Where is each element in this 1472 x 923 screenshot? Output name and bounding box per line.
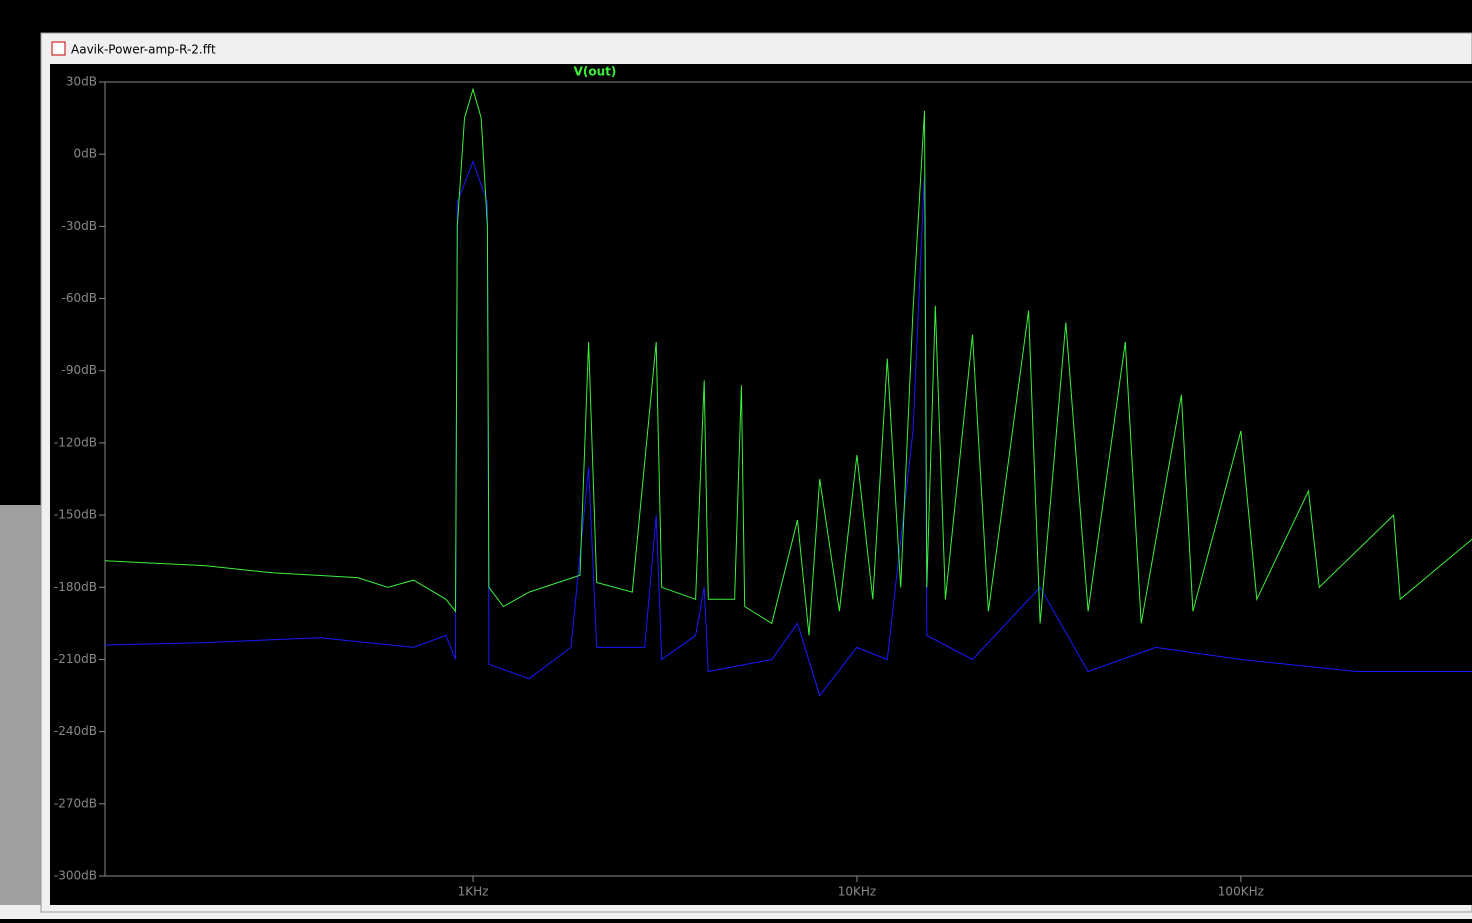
y-tick-label: -150dB [54,508,97,522]
x-tick-label: 100KHz [1218,885,1264,899]
y-tick-label: 30dB [66,75,97,89]
y-tick-label: -120dB [54,435,97,449]
x-tick-label: 10KHz [838,885,876,899]
y-tick-label: -30dB [62,219,97,233]
legend-entry: V(out) [574,65,617,79]
y-tick-label: -300dB [54,869,97,883]
y-tick-label: -270dB [54,796,97,810]
y-tick-label: -180dB [54,580,97,594]
y-tick-label: -240dB [54,724,97,738]
y-tick-label: -60dB [62,291,97,305]
chart: -300dB -270dB -240dB -210dB -180dB -150dB -120… [54,65,1472,899]
y-tick-label: -90dB [62,363,97,377]
x-tick-label: 1KHz [458,885,489,899]
y-tick-label: 0dB [74,147,97,161]
trace [105,87,1472,636]
window-icon [51,41,66,56]
background-window [0,505,42,919]
y-tick-label: -210dB [54,652,97,666]
window-title: Aavik-Power-amp-R-2.fft [71,43,216,57]
plot-pane [50,64,1472,905]
